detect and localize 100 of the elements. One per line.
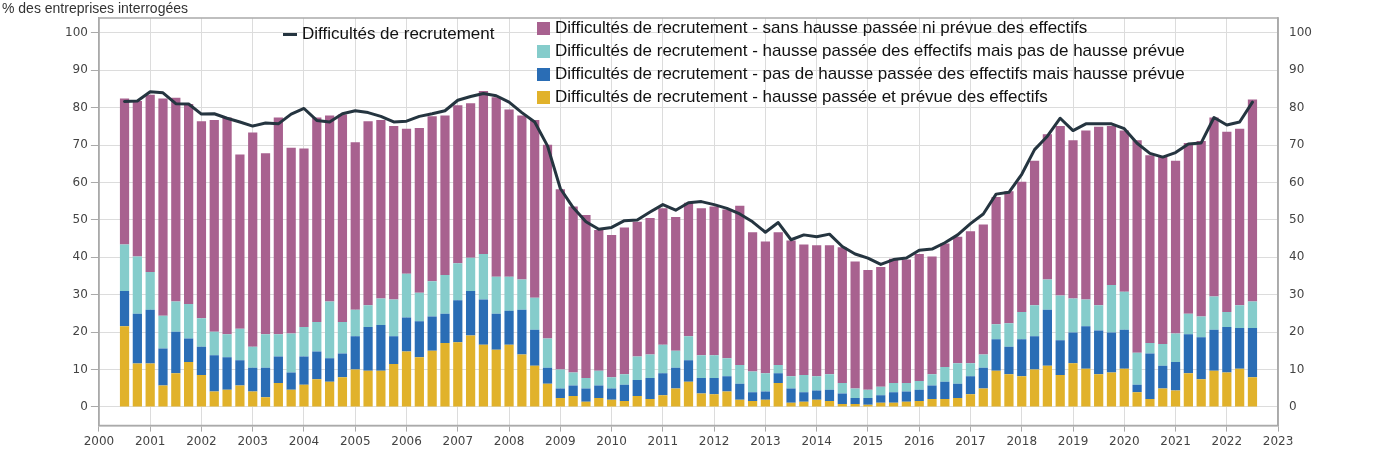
bar [568,396,578,407]
bar [1222,326,1232,373]
bar [709,206,719,356]
bar [478,90,489,254]
bar [517,115,527,280]
bar [978,224,988,355]
bar [376,325,386,371]
bar [1158,388,1168,407]
bar [184,362,194,407]
bar [927,374,937,386]
bar [171,331,181,374]
bar [158,348,168,386]
bar [427,281,437,317]
bar [1042,309,1052,366]
bar [517,279,527,310]
bar [914,389,924,401]
bar [594,230,604,371]
bar [171,373,181,407]
bar [1235,305,1245,328]
bar [1119,291,1129,330]
bar [953,363,963,384]
bar [235,360,245,386]
x-tick-label: 2023 [1262,433,1294,448]
bar [658,395,668,407]
bar [273,382,283,407]
bar [171,301,181,332]
y-tick-label: 20 [72,324,88,339]
bar [888,392,899,403]
bar [824,245,835,375]
x-tick-label: 2017 [955,433,986,448]
bar [1158,157,1168,345]
bar [260,397,271,407]
x-tick-label: 2003 [237,433,268,448]
bar [1235,328,1245,369]
bar [491,97,501,277]
bar [645,354,655,379]
bar [1004,191,1014,324]
bar [119,326,130,407]
bar [786,376,796,389]
bar [299,356,309,385]
legend-label: Difficultés de recrutement - pas de hausse passée des effectifs mais hausse prévue [555,64,1185,84]
bar [619,384,630,401]
bar [465,103,476,258]
bar [1247,328,1258,378]
bar [683,202,694,337]
bar [594,385,604,398]
bar [196,375,207,407]
bar [722,391,732,407]
bar [1004,323,1014,347]
bar [568,372,578,386]
bar [260,367,271,398]
x-tick-label: 2012 [698,433,730,448]
bar [286,333,296,373]
bar [901,382,912,392]
bar [478,299,489,345]
bar [1029,160,1040,306]
bar [1017,311,1027,340]
bar [273,356,283,383]
bar [312,379,322,407]
bar [876,386,886,396]
bar [273,117,283,335]
bar [312,117,322,323]
bar [337,322,348,354]
bar [645,399,655,407]
bar [440,115,450,275]
bar [222,389,232,407]
x-tick-label: 2015 [852,433,884,448]
bar [401,351,412,407]
bar [1094,126,1104,306]
bar [978,354,988,368]
bar [491,349,501,407]
bar [158,385,168,407]
bar [171,97,181,302]
bar [184,304,194,339]
x-tick-label: 2009 [545,433,576,448]
bar [709,394,719,407]
bar [1196,141,1206,317]
bar [478,344,489,407]
bar [530,365,540,407]
x-tick-label: 2013 [750,433,781,448]
bar [914,381,924,390]
y2-tick-label: 20 [1289,324,1305,339]
bar [1055,340,1065,376]
bar [299,148,309,327]
bar [260,334,271,368]
x-tick-label: 2014 [801,433,832,448]
bar [376,298,386,326]
bar [325,115,335,302]
bar [1222,372,1232,407]
bar [1029,336,1040,370]
bar [542,367,553,384]
bar [363,305,373,327]
bar [735,365,745,384]
bar [1132,352,1142,385]
bar [1183,334,1193,374]
bar [709,355,719,379]
bar [812,376,822,391]
bar [991,197,1001,325]
bar [632,396,642,407]
y-tick-label: 90 [72,62,88,77]
